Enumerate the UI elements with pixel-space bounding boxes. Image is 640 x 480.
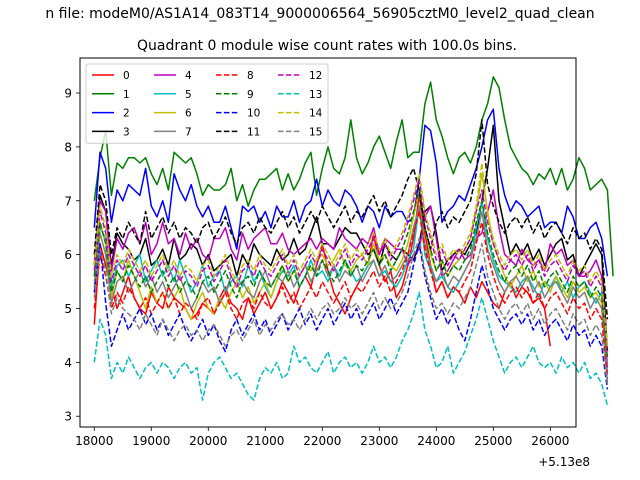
legend-label-1: 1	[123, 89, 130, 101]
series-layer	[93, 76, 614, 406]
legend-box	[85, 63, 329, 144]
legend-label-15: 15	[309, 126, 322, 138]
x-tick-label: 21000	[246, 434, 284, 448]
y-tick-label: 4	[64, 356, 72, 370]
series-line-15	[93, 237, 609, 384]
legend-label-11: 11	[247, 126, 260, 138]
x-tick-label: 25000	[474, 434, 512, 448]
series-line-4	[93, 189, 609, 368]
y-tick-label: 8	[64, 140, 72, 154]
legend-label-3: 3	[123, 126, 130, 138]
series-line-14	[93, 162, 609, 347]
x-tick-label: 18000	[75, 434, 113, 448]
y-tick-label: 6	[64, 248, 72, 262]
series-line-6	[93, 173, 609, 347]
y-axis-ticks: 3 4 5 6 7 8 9	[64, 87, 80, 424]
x-axis-ticks: 18000 19000 20000 21000 22000 23000 24000 25000…	[75, 427, 569, 448]
legend-label-7: 7	[185, 126, 192, 138]
series-line-11	[93, 119, 609, 320]
series-line-10	[93, 243, 609, 390]
x-tick-label: 24000	[417, 434, 455, 448]
y-tick-label: 9	[64, 87, 72, 101]
legend-label-2: 2	[123, 108, 130, 120]
x-tick-label: 20000	[189, 434, 227, 448]
figure-suptitle: n file: modeM0/AS1A14_083T14_9000006564_…	[45, 6, 594, 22]
legend-label-14: 14	[309, 108, 323, 120]
chart-title: Quadrant 0 module wise count rates with …	[137, 38, 517, 54]
y-tick-label: 5	[64, 302, 72, 316]
series-line-2	[93, 108, 609, 277]
legend-label-12: 12	[309, 70, 322, 82]
x-tick-label: 19000	[132, 434, 170, 448]
series-line-7	[93, 205, 609, 374]
series-line-12	[93, 178, 609, 352]
legend-label-4: 4	[185, 70, 192, 82]
plot-frame	[79, 57, 577, 428]
legend-label-8: 8	[247, 70, 254, 82]
legend-label-6: 6	[185, 108, 192, 120]
x-tick-label: 22000	[303, 434, 341, 448]
legend-label-9: 9	[247, 89, 254, 101]
legend-label-0: 0	[123, 70, 130, 82]
x-axis-offset-label: +5.13e8	[538, 455, 590, 469]
x-tick-label: 23000	[360, 434, 398, 448]
series-line-1	[93, 76, 614, 277]
series-line-9	[93, 189, 609, 358]
legend-label-10: 10	[247, 108, 260, 120]
y-tick-label: 7	[64, 194, 72, 208]
x-tick-label: 26000	[531, 434, 569, 448]
legend-label-5: 5	[185, 89, 192, 101]
y-tick-label: 3	[64, 410, 72, 424]
legend-label-13: 13	[309, 89, 322, 101]
